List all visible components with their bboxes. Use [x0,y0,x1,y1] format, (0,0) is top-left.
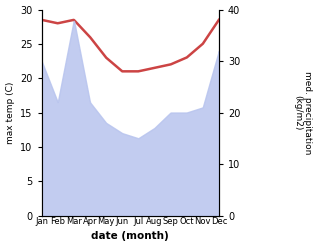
Y-axis label: max temp (C): max temp (C) [5,81,15,144]
X-axis label: date (month): date (month) [91,231,169,242]
Y-axis label: med. precipitation
(kg/m2): med. precipitation (kg/m2) [293,71,313,154]
